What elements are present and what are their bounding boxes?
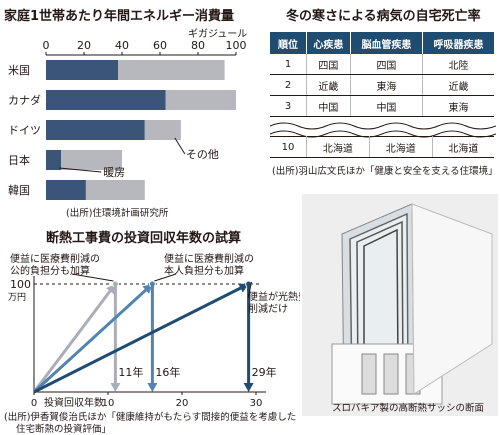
- energy-unit-label: ギガジュール: [188, 29, 248, 40]
- table-cell: 3: [270, 95, 307, 117]
- y-label-100: 100: [10, 278, 31, 291]
- photo-caption: スロバキア製の高断熱サッシの断面: [332, 403, 485, 414]
- table-cell: 1: [270, 54, 307, 75]
- annotation-public-leader: [71, 273, 114, 282]
- table-cell: 四国: [350, 54, 424, 75]
- annotation-other-label: その他: [186, 148, 219, 161]
- bar-other: [85, 180, 145, 200]
- table-cell: 北海道: [369, 136, 433, 158]
- bar-other: [144, 120, 181, 140]
- x-tick-label: 20: [77, 39, 91, 52]
- deaths-table: 順位 心疾患 脳血管疾患 呼吸器疾患 1 四国 四国 北陸 2 近畿 東海 近畿…: [270, 32, 494, 117]
- x-tick-label: 30: [250, 398, 263, 409]
- table-cell: 近畿: [422, 74, 494, 96]
- x-tick-label: 10: [102, 398, 115, 409]
- category-label: 米国: [8, 64, 30, 77]
- series-line: [32, 283, 117, 393]
- x-tick-label: 100: [226, 39, 247, 52]
- col-header-cerebro: 脳血管疾患: [350, 32, 424, 54]
- table-cell: 2: [270, 74, 307, 96]
- bar-heating: [46, 90, 166, 110]
- table-cell: 中国: [306, 95, 351, 117]
- annotation-personal: 本人負担分も加算: [164, 264, 244, 277]
- annotation-public: 便益に医療費削減の: [10, 252, 100, 265]
- y-unit-label: 万円: [8, 292, 26, 303]
- annotation-leader-heating: [59, 167, 102, 173]
- payback-source-1: (出所)伊香賀俊治氏ほか「健康維持がもたらす間接的便益を考慮した: [4, 412, 297, 423]
- annotation-energy-leader: [247, 281, 253, 299]
- x-tick-label: 20: [176, 398, 189, 409]
- table-cell: 近畿: [306, 74, 351, 96]
- series-line: [33, 282, 250, 394]
- deaths-table-last: 10 北海道 北海道 北海道: [270, 136, 494, 158]
- table-row: 1 四国 四国 北陸: [270, 54, 494, 75]
- energy-source: (出所)住環境計画研究所: [66, 208, 169, 219]
- payback-chart-title: 断熱工事費の投資回収年数の試算: [46, 231, 242, 246]
- annotation-heating-label: 暖房: [103, 166, 125, 179]
- x-tick-label: 80: [191, 39, 205, 52]
- annotation-energy: 削減だけ: [248, 302, 288, 315]
- table-row: 2 近畿 東海 近畿: [270, 74, 494, 96]
- bar-other: [165, 90, 236, 110]
- annotation-public: 公的負担分も加算: [10, 264, 90, 277]
- bar-other: [61, 150, 122, 170]
- deaths-table-title: 冬の寒さによる病気の自宅死亡率: [286, 9, 481, 24]
- table-cell: 中国: [350, 95, 424, 117]
- table-row: 3 中国 中国 東海: [270, 95, 494, 117]
- bar-heating: [46, 120, 145, 140]
- window-frame-illustration: [302, 194, 498, 416]
- table-cell: 東海: [350, 74, 424, 96]
- x-tick-label: 60: [153, 39, 167, 52]
- payback-source-2: 住宅断熱の投資評価」: [16, 424, 112, 435]
- annotation-personal: 便益に医療費削減の: [164, 252, 254, 265]
- year-label: 29年: [252, 365, 277, 379]
- x-caption: 投資回収年数: [44, 396, 104, 409]
- table-cell: 四国: [306, 54, 351, 75]
- table-row: 10 北海道 北海道 北海道: [270, 136, 494, 158]
- series-line: [32, 282, 154, 394]
- drop-arrowhead: [147, 383, 158, 392]
- table-cell: 北海道: [432, 136, 494, 158]
- col-header-rank: 順位: [270, 32, 307, 54]
- bar-heating: [46, 60, 119, 80]
- x-tick-label: 0: [43, 39, 50, 52]
- window-sash-photo: スロバキア製の高断熱サッシの断面: [302, 194, 498, 416]
- drop-arrowhead: [243, 383, 254, 392]
- table-cell: 北陸: [422, 54, 494, 75]
- bar-other: [118, 60, 225, 80]
- x-tick-label: 40: [115, 39, 129, 52]
- year-label: 11年: [118, 365, 143, 379]
- deaths-source: (出所)羽山広文氏ほか「健康と安全を支える住環境」: [272, 166, 498, 177]
- category-label: カナダ: [8, 93, 41, 107]
- energy-chart-title: 家庭1世帯あたり年間エネルギー消費量: [4, 9, 235, 24]
- bar-heating: [46, 180, 86, 200]
- annotation-leader-other: [174, 137, 186, 155]
- annotation-personal-leader: [154, 273, 177, 282]
- category-label: 韓国: [8, 184, 30, 197]
- col-header-heart: 心疾患: [306, 32, 351, 54]
- col-header-respiratory: 呼吸器疾患: [422, 32, 494, 54]
- x-tick-label: 0: [31, 398, 37, 409]
- table-cell: 10: [270, 136, 307, 158]
- table-cell: 北海道: [306, 136, 370, 158]
- bar-heating: [46, 150, 62, 170]
- drop-arrowhead: [110, 383, 121, 392]
- category-label: ドイツ: [8, 124, 41, 137]
- category-label: 日本: [8, 153, 30, 167]
- table-cell: 東海: [422, 95, 494, 117]
- annotation-energy: 便益が光熱費: [248, 290, 300, 303]
- year-label: 16年: [155, 365, 180, 379]
